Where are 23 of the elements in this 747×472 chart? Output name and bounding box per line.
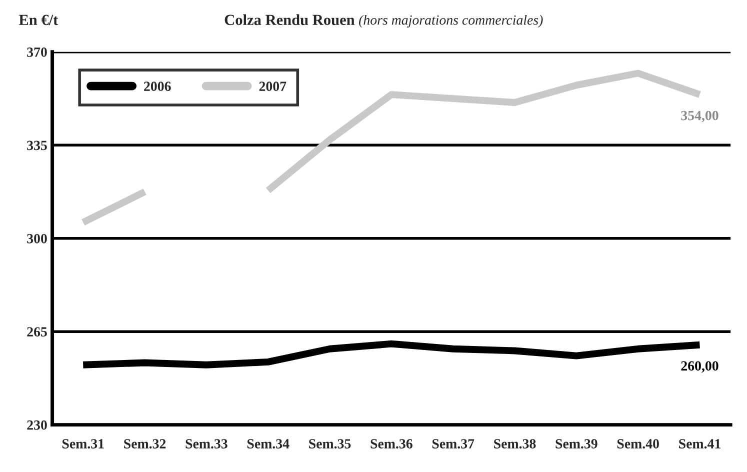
y-tick-label: 335 (27, 140, 47, 150)
y-tick-label: 300 (27, 234, 47, 244)
annotation: 260,00 (681, 361, 718, 373)
x-tick-label: Sem.32 (124, 439, 166, 449)
x-tick-label: Sem.33 (186, 439, 228, 449)
chart-title: Colza Rendu Rouen (224, 14, 355, 26)
x-tick-label: Sem.31 (62, 439, 104, 449)
x-tick-label: Sem.40 (617, 439, 659, 449)
x-tick-label: Sem.39 (556, 439, 598, 449)
x-tick-label: Sem.36 (370, 439, 412, 449)
y-tick-label: 265 (27, 327, 47, 337)
annotation: 354,00 (681, 110, 718, 122)
x-tick-label: Sem.34 (247, 439, 290, 449)
y-axis-title: En €/t (18, 14, 58, 26)
x-tick-label: Sem.37 (432, 439, 474, 449)
x-tick-label: Sem.38 (494, 439, 536, 449)
x-tick-label: Sem.35 (309, 439, 351, 449)
legend-label: 2006 (144, 82, 171, 92)
legend-label: 2007 (259, 82, 286, 92)
x-tick-label: Sem.41 (679, 439, 720, 449)
y-tick-label: 370 (27, 48, 47, 57)
chart-subtitle: (hors majorations commerciales) (359, 14, 543, 28)
y-tick-label: 230 (27, 420, 47, 430)
